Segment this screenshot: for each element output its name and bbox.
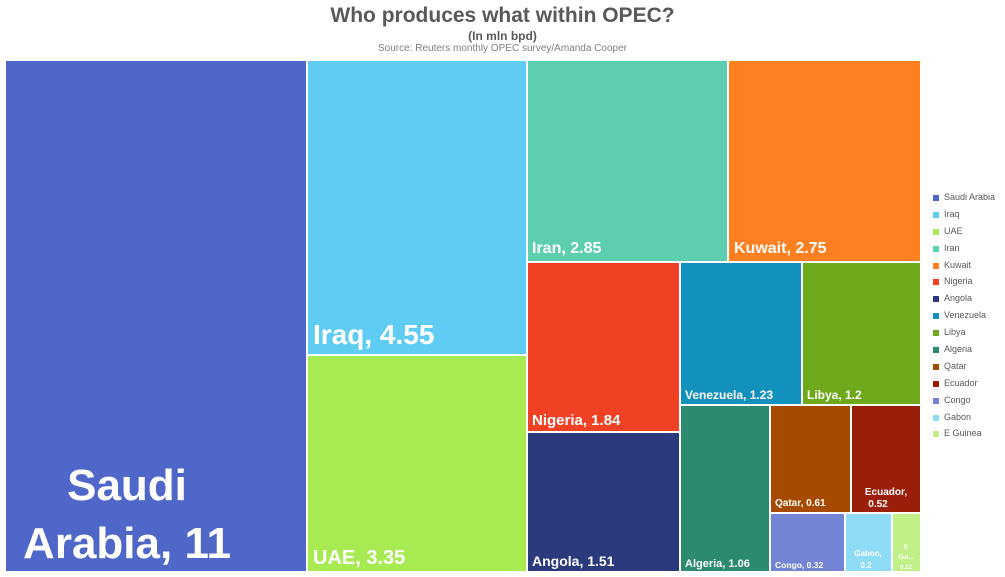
legend-label-uae: UAE <box>944 225 963 236</box>
tile-label-ecuador: Ecuador, 0.52 <box>865 487 907 510</box>
legend-swatch-gabon <box>933 414 939 421</box>
legend-swatch-congo <box>933 397 939 404</box>
tile-label-kuwait: Kuwait, 2.75 <box>734 240 827 257</box>
legend-label-kuwait: Kuwait <box>944 259 972 270</box>
tile-label-uae: UAE, 3.35 <box>313 547 405 569</box>
tile-ecuador: Ecuador, 0.52 <box>850 404 922 514</box>
legend-swatch-libya <box>933 330 939 337</box>
legend-label-e-guinea: E Guinea <box>944 428 982 439</box>
tile-label-qatar: Qatar, 0.61 <box>775 498 826 509</box>
tile-label-venezuela: Venezuela, 1.23 <box>685 388 773 402</box>
chart-subtitle: (In mln bpd) <box>468 29 537 43</box>
tile-label-iraq: Iraq, 4.55 <box>313 319 434 350</box>
legend-label-ecuador: Ecuador <box>944 377 978 388</box>
chart-title: Who produces what within OPEC? <box>330 4 675 27</box>
tile-label-saudi-arabia: Saudi Arabia, 11 <box>23 461 231 568</box>
tile-rect-iran <box>526 59 729 263</box>
tile-label-e-guinea: E Gui... 0.12 <box>899 545 914 571</box>
tile-rect-qatar <box>769 404 852 514</box>
legend-swatch-nigeria <box>933 279 939 286</box>
legend-label-gabon: Gabon <box>944 411 972 422</box>
legend-label-angola: Angola <box>944 293 973 304</box>
tile-qatar: Qatar, 0.61 <box>769 404 852 514</box>
tile-label-libya: Libya, 1.2 <box>807 388 862 402</box>
tile-saudi-arabia: Saudi Arabia, 11 <box>4 59 308 573</box>
tile-congo: Congo, 0.32 <box>769 512 846 573</box>
legend-label-venezuela: Venezuela <box>944 310 987 321</box>
legend-swatch-ecuador <box>933 380 939 387</box>
tile-label-congo: Congo, 0.32 <box>775 560 823 570</box>
tile-rect-libya <box>801 261 922 406</box>
chart-source: Source: Reuters monthly OPEC survey/Aman… <box>378 43 627 54</box>
tile-nigeria: Nigeria, 1.84 <box>526 261 681 433</box>
legend-swatch-iraq <box>933 211 939 218</box>
tile-rect-e-guinea <box>891 512 922 573</box>
tile-label-gabon: Gabon, 0.2 <box>854 549 882 570</box>
tile-rect-nigeria <box>526 261 681 433</box>
tile-e-guinea: E Gui... 0.12 <box>891 512 922 573</box>
legend-label-nigeria: Nigeria <box>944 276 973 287</box>
legend-swatch-kuwait <box>933 262 939 269</box>
tile-angola: Angola, 1.51 <box>526 431 681 573</box>
tile-label-angola: Angola, 1.51 <box>532 553 615 569</box>
tile-rect-congo <box>769 512 846 573</box>
tile-rect-angola <box>526 431 681 573</box>
tile-label-algeria: Algeria, 1.06 <box>685 558 750 570</box>
tile-gabon: Gabon, 0.2 <box>844 512 893 573</box>
legend-swatch-saudi-arabia <box>933 195 939 201</box>
tile-rect-saudi-arabia <box>4 59 308 573</box>
legend-swatch-iran <box>933 245 939 252</box>
legend-label-iran: Iran <box>944 242 960 253</box>
tile-rect-algeria <box>679 404 771 573</box>
legend-swatch-uae <box>933 228 939 235</box>
legend-label-saudi-arabia: Saudi Arabia <box>944 192 996 202</box>
tile-rect-gabon <box>844 512 893 573</box>
tile-rect-kuwait <box>727 59 922 263</box>
legend-label-qatar: Qatar <box>944 360 967 371</box>
legend-swatch-qatar <box>933 363 939 370</box>
tile-label-nigeria: Nigeria, 1.84 <box>532 412 621 429</box>
tile-rect-uae <box>306 354 528 573</box>
legend-swatch-venezuela <box>933 313 939 320</box>
tile-label-iran: Iran, 2.85 <box>532 240 601 257</box>
legend-label-libya: Libya <box>944 327 966 338</box>
tile-iraq: Iraq, 4.55 <box>306 59 528 356</box>
legend-label-algeria: Algeria <box>944 344 973 355</box>
legend-label-congo: Congo <box>944 394 971 405</box>
tile-rect-venezuela <box>679 261 803 406</box>
tile-libya: Libya, 1.2 <box>801 261 922 406</box>
legend-swatch-algeria <box>933 347 939 354</box>
tile-kuwait: Kuwait, 2.75 <box>727 59 922 263</box>
tile-iran: Iran, 2.85 <box>526 59 729 263</box>
tile-rect-iraq <box>306 59 528 356</box>
legend-label-iraq: Iraq <box>944 208 960 219</box>
tile-uae: UAE, 3.35 <box>306 354 528 573</box>
legend-swatch-angola <box>933 296 939 303</box>
legend-swatch-e-guinea <box>933 431 939 438</box>
tile-algeria: Algeria, 1.06 <box>679 404 771 573</box>
tile-venezuela: Venezuela, 1.23 <box>679 261 803 406</box>
